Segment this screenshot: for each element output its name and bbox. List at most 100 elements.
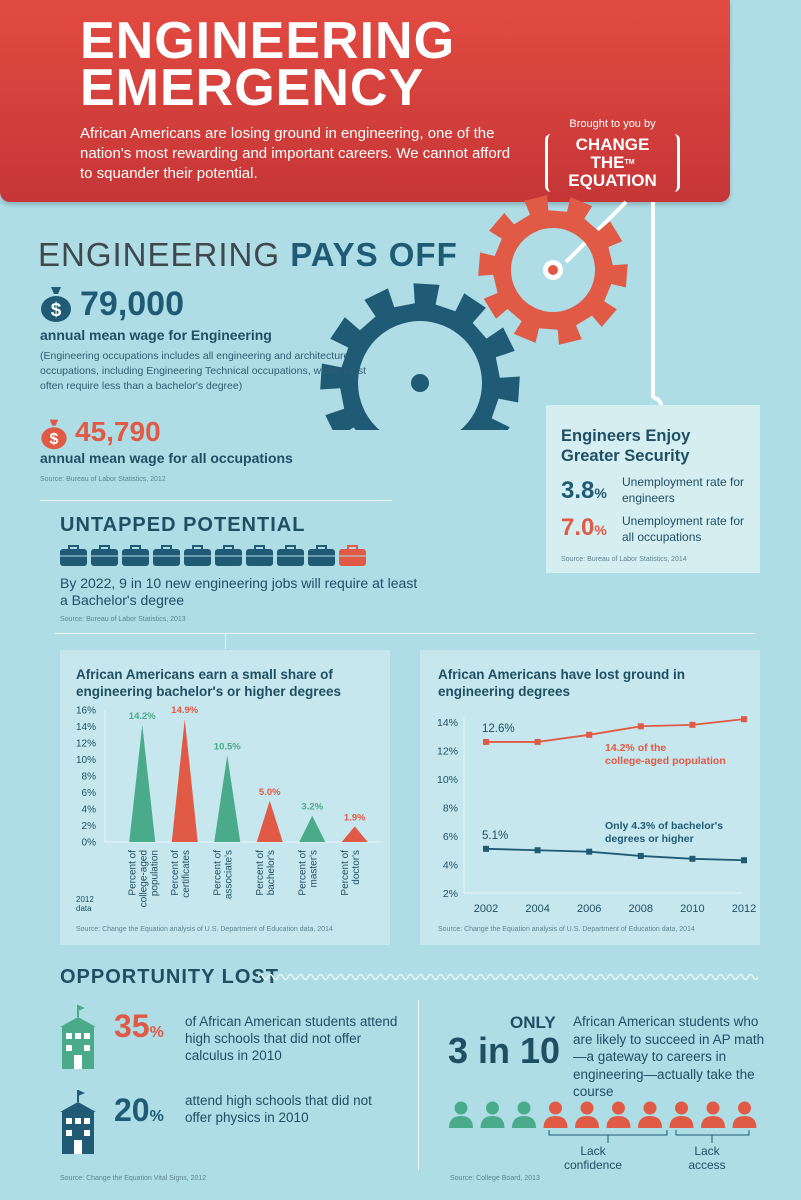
chart1-ytick: 8%	[82, 772, 97, 783]
change-the-equation-logo: CHANGE THETM EQUATION	[545, 134, 680, 192]
briefcase-icon	[308, 545, 335, 566]
chart2-ytick: 4%	[443, 860, 458, 872]
physics-percent-sign: %	[149, 1108, 164, 1125]
chart2-point	[534, 847, 541, 854]
person-icon	[449, 1101, 473, 1128]
lack-access-label: Lack access	[677, 1144, 737, 1172]
dollar-symbol-teal: $	[51, 300, 62, 321]
chart1-bar	[129, 724, 156, 842]
briefcase-icon	[60, 545, 87, 566]
connector-tick	[225, 633, 226, 649]
person-icon	[575, 1101, 599, 1128]
chart2-ytick: 2%	[443, 888, 458, 900]
degree-trend-panel: African Americans have lost ground in en…	[420, 650, 760, 945]
engineering-wage: 79,000	[80, 285, 184, 323]
chart2-point	[534, 738, 541, 745]
chart1-ytick: 10%	[76, 755, 96, 766]
chart2-xtick: 2010	[680, 903, 704, 915]
degree-share-chart: 16% 14% 12% 10% 8% 6% 4% 2% 0% 14.2% Percent ofcol…	[76, 705, 380, 913]
chart2-point	[741, 857, 747, 864]
chart1-ytick: 0%	[82, 838, 97, 849]
all-rate-label: Unemployment rate for all occupations	[622, 514, 745, 544]
three-in-ten: 3 in 10	[448, 1030, 561, 1071]
chart2-point	[637, 852, 644, 859]
chart2-ytick: 6%	[443, 831, 458, 843]
chart2-orange-note-1: 14.2% of the	[605, 742, 666, 754]
trademark-mark: TM	[624, 159, 635, 166]
main-title: ENGINEERING EMERGENCY	[80, 12, 456, 114]
calculus-percent-number: 35	[114, 1008, 150, 1044]
briefcase-icon	[122, 545, 149, 566]
small-gear-center	[548, 265, 558, 275]
security-source: Source: Bureau of Labor Statistics, 2014	[561, 556, 687, 563]
untapped-source: Source: Bureau of Labor Statistics, 2013	[60, 616, 186, 623]
wavy-divider	[258, 973, 758, 981]
large-gear-icon	[320, 283, 520, 430]
title-line-1: ENGINEERING	[80, 12, 456, 70]
chart1-value-label: 10.5%	[214, 741, 241, 752]
person-icon	[732, 1101, 757, 1128]
security-title: Engineers Enjoy Greater Security	[561, 427, 691, 465]
physics-percent-number: 20	[114, 1092, 150, 1128]
engineer-rate-number: 3.8	[561, 477, 595, 504]
chart2-xtick: 2004	[525, 903, 549, 915]
chart2-start-label: 12.6%	[482, 723, 515, 735]
chart1-bar	[299, 815, 326, 842]
briefcase-icon	[91, 545, 118, 566]
all-rate-number: 7.0	[561, 514, 595, 541]
column-divider	[418, 1000, 419, 1170]
all-rate-percent: %	[594, 522, 607, 538]
engineer-rate-percent: %	[594, 485, 607, 501]
chart2-point	[586, 731, 593, 738]
physics-percent: 20%	[114, 1092, 164, 1129]
untapped-title: UNTAPPED POTENTIAL	[60, 514, 306, 536]
large-gear-center	[411, 374, 429, 392]
chart2-source: Source: Change the Equation analysis of …	[438, 926, 695, 933]
chart2-point	[689, 721, 696, 728]
dollar-symbol-orange: $	[50, 431, 59, 448]
briefcase-icon	[339, 545, 366, 566]
chart1-value-label: 14.2%	[129, 711, 156, 722]
lack-brackets	[548, 1130, 750, 1143]
person-icon	[543, 1101, 568, 1128]
school-building-icon-2	[60, 1090, 96, 1154]
briefcase-icon	[246, 545, 273, 566]
chart2-teal-note-2: degrees or higher	[605, 833, 694, 845]
opportunity-source-right: Source: College Board, 2013	[450, 1175, 540, 1182]
security-box	[546, 405, 760, 573]
chart1-category-label: Percent ofcertificates	[170, 850, 192, 898]
chart1-category-label: Percent ofmaster's	[297, 850, 319, 896]
lack-confidence-line-1: Lack	[580, 1144, 606, 1158]
people-row	[449, 1101, 757, 1128]
chart1-ytick: 12%	[76, 739, 96, 750]
only-label: ONLY	[510, 1013, 556, 1032]
person-icon	[512, 1101, 536, 1128]
chart2-ytick: 14%	[437, 717, 458, 729]
chart1-ytick: 2%	[82, 821, 97, 832]
person-icon	[480, 1101, 505, 1128]
briefcase-icon	[153, 545, 180, 566]
engineering-wage-label: annual mean wage for Engineering	[40, 327, 272, 343]
chart2-orange-note-2: college-aged population	[605, 755, 726, 767]
connector-line	[55, 633, 755, 634]
chart2-point	[483, 845, 489, 852]
chart1-bar	[214, 755, 241, 842]
opportunity-title: OPPORTUNITY LOST	[60, 966, 279, 988]
calculus-percent-sign: %	[149, 1024, 164, 1041]
chart2-xtick: 2012	[732, 903, 756, 915]
chart1-category-label: Percent ofcollege-agedpopulation	[127, 850, 160, 907]
chart2-point	[637, 723, 644, 730]
physics-text: attend high schools that did not offer p…	[185, 1093, 372, 1125]
pays-off-title: ENGINEERING PAYS OFF	[38, 236, 458, 274]
brought-by-label: Brought to you by	[569, 118, 656, 130]
briefcase-icon	[215, 545, 242, 566]
chart2-ytick: 12%	[437, 746, 458, 758]
money-bag-icon-orange: $	[41, 419, 67, 450]
opportunity-source-left: Source: Change the Equation Vital Signs,…	[60, 1175, 207, 1182]
chart1-bar	[341, 826, 368, 842]
chart1-year-note: 2012	[76, 895, 94, 904]
lack-confidence-bracket	[548, 1130, 668, 1136]
chart2-xtick: 2006	[577, 903, 601, 915]
chart2-ytick: 8%	[443, 803, 458, 815]
intro-text: African Americans are losing ground in e…	[80, 125, 511, 182]
